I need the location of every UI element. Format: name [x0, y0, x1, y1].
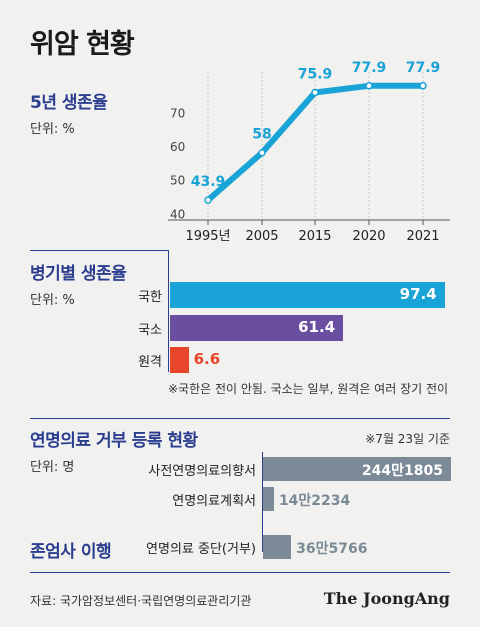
survival-point [311, 88, 319, 97]
stage-unit: 단위: % [30, 293, 75, 308]
survival-value-label: 75.9 [298, 67, 333, 83]
stage-bar-label: 원격 [138, 355, 162, 370]
refusal-bar-label: 연명의료계획서 [172, 494, 256, 509]
section-divider [30, 572, 450, 573]
survival-point [419, 82, 427, 90]
section-divider [30, 250, 168, 251]
refusal-axis-line [262, 452, 263, 552]
refusal-bar-value: 244만1805 [361, 463, 443, 479]
stage-bar-label: 국한 [138, 290, 162, 305]
survival-x-label: 2005 [245, 229, 278, 244]
stage-bar-value: 6.6 [193, 350, 221, 368]
survival-series-line [205, 82, 426, 204]
stage-section-title: 병기별 생존율 [30, 264, 127, 284]
dignity-section-title: 존엄사 이행 [30, 542, 112, 562]
refusal-bar-value: 14만2234 [278, 493, 351, 509]
survival-y-tick: 40 [170, 207, 185, 221]
refusal-bar-value: 36만5766 [296, 541, 368, 557]
refusal-date-note: ※7월 23일 기준 [365, 432, 450, 446]
stage-bar-value: 61.4 [298, 318, 336, 336]
refusal-section-title: 연명의료 거부 등록 현황 [30, 431, 198, 451]
survival-y-tick: 70 [170, 106, 185, 120]
stage-bar-value: 97.4 [399, 285, 437, 303]
survival-y-tick: 60 [170, 140, 185, 154]
stage-bar-label: 국소 [138, 323, 162, 338]
survival-section-title: 5년 생존율 [30, 93, 108, 113]
survival-x-label: 2021 [406, 229, 439, 244]
survival-value-label: 77.9 [406, 60, 441, 76]
refusal-bar [263, 535, 292, 559]
refusal-bar [263, 487, 274, 511]
survival-point [365, 82, 373, 90]
stage-bar: 61.4 [170, 315, 344, 341]
survival-value-label: 58 [252, 127, 271, 143]
stage-bar: 97.4 [170, 282, 445, 308]
survival-point [204, 196, 212, 204]
survival-x-label: 1995년 [185, 229, 230, 244]
source-credit: 자료: 국가암정보센터·국립연명의료관리기관 [30, 594, 252, 608]
survival-x-label: 2015 [298, 229, 331, 244]
refusal-bar [263, 457, 451, 481]
survival-line-chart: 40 50 60 70 1995년 2005 2015 2020 2021 43.9 58 75.… [168, 60, 450, 244]
stage-bar [170, 347, 189, 373]
refusal-unit: 단위: 명 [30, 460, 75, 475]
survival-value-label: 77.9 [352, 60, 387, 76]
stage-axis-line [168, 250, 169, 372]
stage-note: ※국한은 전이 안됨. 국소는 일부, 원격은 여러 장기 전이 [168, 382, 449, 396]
survival-x-label: 2020 [352, 229, 385, 244]
section-divider [30, 418, 450, 419]
page-title: 위암 현황 [30, 29, 135, 60]
survival-unit: 단위: % [30, 122, 75, 137]
survival-point [258, 148, 266, 157]
survival-y-tick: 50 [170, 174, 185, 188]
brand-logo: The JoongAng [323, 589, 450, 608]
survival-value-label: 43.9 [191, 174, 226, 190]
refusal-bar-label: 사전연명의료의향서 [148, 464, 256, 479]
refusal-bar-label: 연명의료 중단(거부) [146, 542, 256, 557]
